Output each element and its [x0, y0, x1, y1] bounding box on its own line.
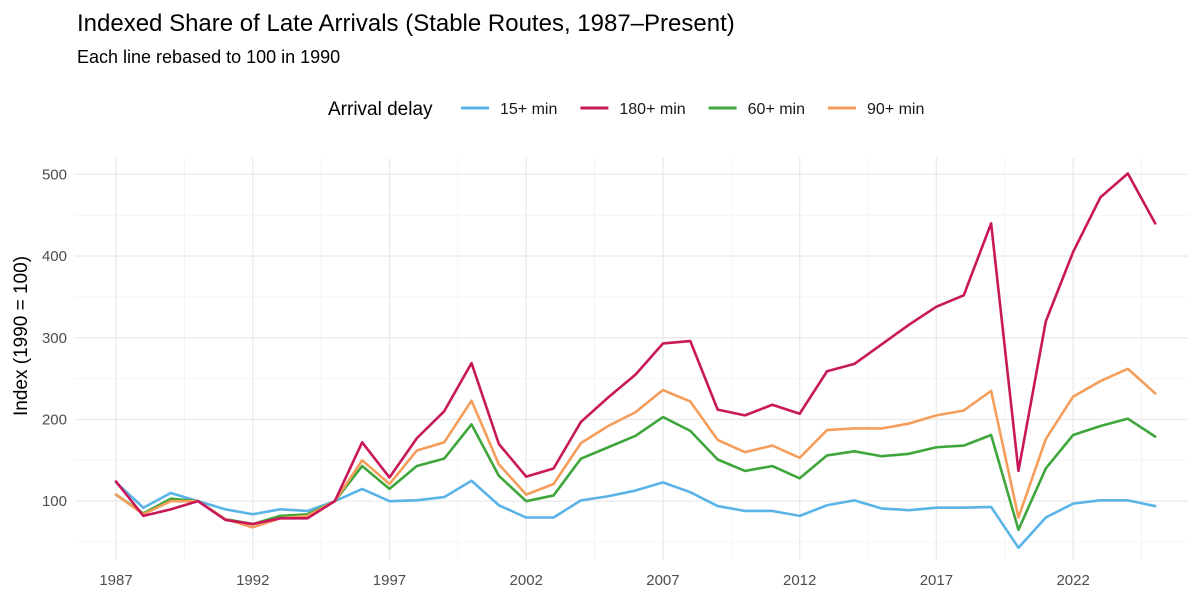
legend-title: Arrival delay: [328, 99, 433, 120]
x-tick-label: 1987: [99, 572, 132, 589]
chart-subtitle: Each line rebased to 100 in 1990: [77, 47, 340, 67]
legend-label: 180+ min: [619, 101, 685, 118]
series-line-15-minmin: [114, 479, 1157, 550]
legend-label: 60+ min: [748, 101, 805, 118]
y-axis-label: Index (1990 = 100): [11, 256, 32, 416]
legend-label: 90+ min: [867, 101, 924, 118]
x-tick-label: 2007: [646, 572, 679, 589]
x-tick-label: 2022: [1056, 572, 1089, 589]
x-tick-label: 2002: [510, 572, 543, 589]
axes: 100 200 300 400 500 1987 1992 1997 2002 2007 2012 2…: [42, 166, 1090, 589]
y-tick-label: 100: [42, 493, 67, 510]
legend: Arrival delay 15+ min 180+ min 60+ min 90+ …: [328, 99, 924, 120]
y-tick-label: 300: [42, 330, 67, 347]
grid: [75, 158, 1188, 560]
x-tick-label: 1992: [236, 572, 269, 589]
chart-title: Indexed Share of Late Arrivals (Stable R…: [77, 10, 735, 37]
y-tick-label: 200: [42, 411, 67, 428]
y-tick-label: 400: [42, 248, 67, 265]
x-tick-label: 1997: [373, 572, 406, 589]
series-line-180-minmin: [114, 172, 1157, 526]
series-line-90-minmin: [114, 367, 1157, 529]
series-line-60-minmin: [114, 415, 1157, 532]
y-tick-label: 500: [42, 166, 67, 183]
x-tick-label: 2012: [783, 572, 816, 589]
x-tick-label: 2017: [920, 572, 953, 589]
plot-area: [114, 172, 1157, 550]
legend-label: 15+ min: [500, 101, 557, 118]
